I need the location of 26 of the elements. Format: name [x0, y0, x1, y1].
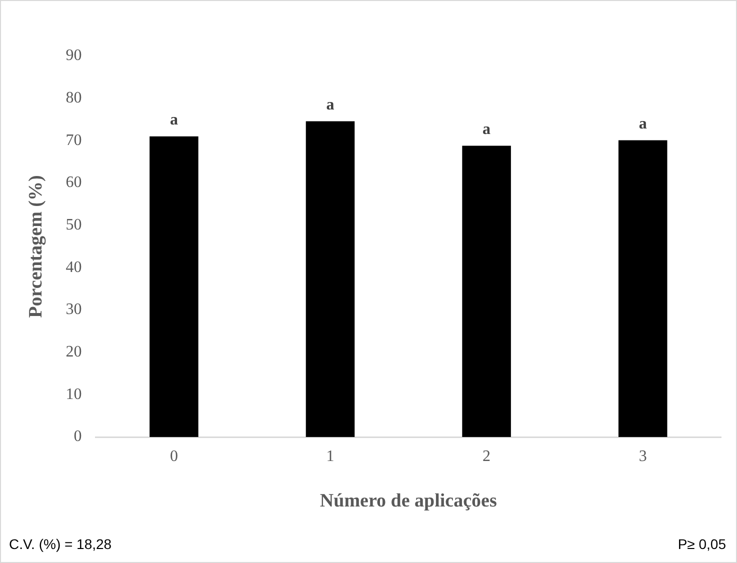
y-tick-label: 80 — [66, 90, 82, 107]
y-axis-title: Porcentagem (%) — [25, 175, 46, 318]
y-tick-label: 30 — [66, 301, 82, 318]
annotation: a — [170, 112, 178, 129]
y-tick-label: 70 — [66, 132, 82, 149]
y-tick-label: 60 — [66, 174, 82, 192]
bar — [462, 146, 511, 437]
x-tick-label: 1 — [326, 448, 334, 465]
bar — [150, 136, 198, 437]
y-tick-label: 0 — [74, 428, 82, 446]
x-tick-label: 2 — [482, 448, 491, 465]
y-tick-label: 90 — [66, 47, 82, 64]
x-tick-label: 3 — [638, 448, 647, 465]
text: P≥ 0,05 — [678, 536, 726, 552]
y-tick-label: 40 — [66, 258, 82, 276]
x-tick-label: 0 — [170, 448, 178, 465]
bar — [306, 121, 355, 437]
y-tick-label: 50 — [66, 216, 82, 234]
y-tick-label: 20 — [66, 344, 82, 361]
x-axis-title: Número de aplicações — [320, 490, 497, 512]
annotation: a — [482, 120, 491, 138]
annotation: a — [326, 96, 334, 114]
annotation: a — [638, 115, 647, 132]
text: C.V. (%) = 18,28 — [9, 536, 112, 552]
y-tick-label: 10 — [66, 386, 82, 403]
bar — [618, 140, 668, 437]
